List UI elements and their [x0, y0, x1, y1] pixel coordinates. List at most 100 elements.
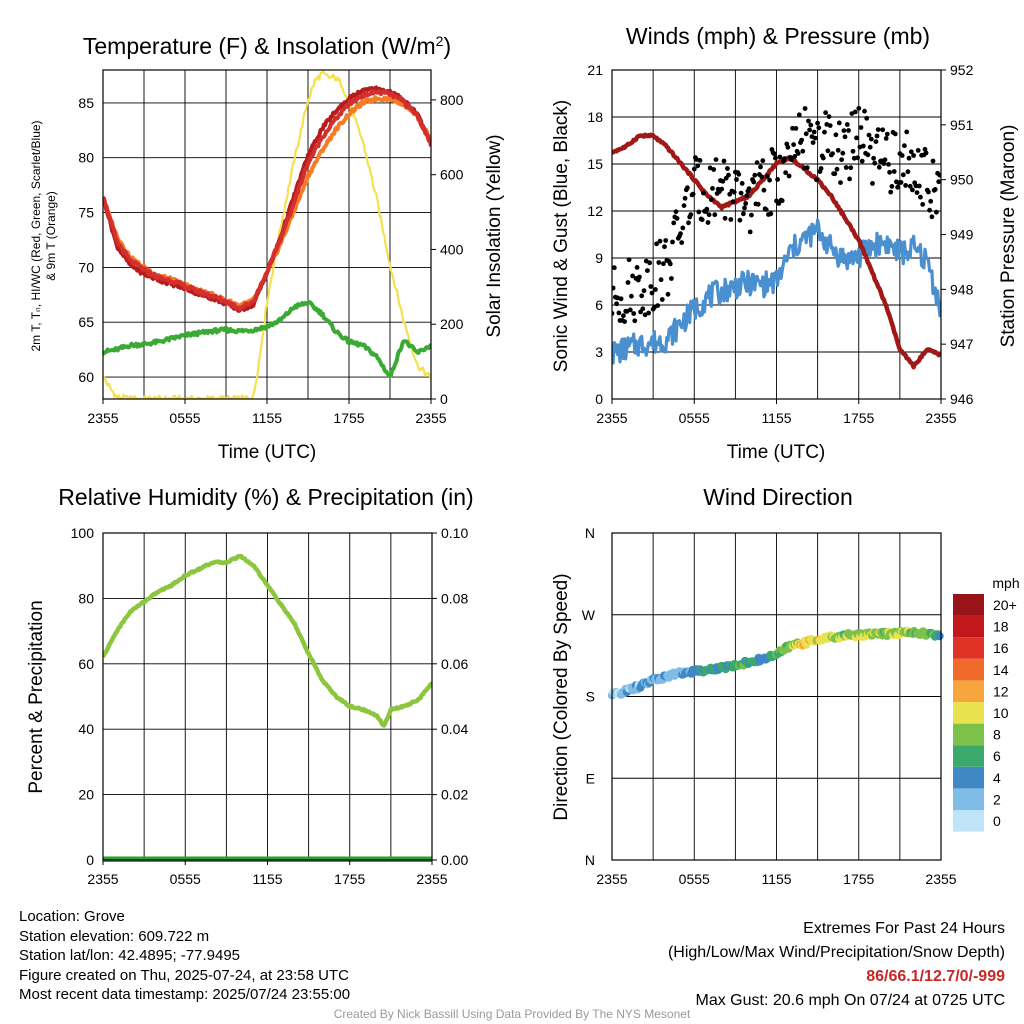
x-tick-label: 0555	[169, 410, 200, 426]
gust-point	[823, 110, 828, 116]
gust-point	[785, 144, 791, 150]
extremes-values: 86/66.1/12.7/0/-999	[866, 968, 1005, 985]
y2-tick-label: 0.00	[441, 852, 468, 868]
gust-point	[936, 179, 941, 185]
y2-tick-label: 951	[950, 117, 974, 133]
y2-tick-label: 0	[440, 391, 448, 407]
direction-y-axis-label: Direction (Colored By Speed)	[551, 573, 572, 820]
x-tick-label: 1155	[761, 871, 791, 887]
y-tick-label: 75	[78, 205, 94, 221]
gust-point	[662, 244, 667, 250]
x-tick-label: 2355	[416, 871, 447, 887]
gust-point	[752, 172, 758, 178]
extremes-summary: Extremes For Past 24 Hours (High/Low/Max…	[668, 917, 1005, 1013]
direction-plot-frame	[611, 532, 942, 861]
y-tick-label: 21	[587, 62, 603, 78]
colorbar-swatch	[953, 788, 984, 810]
gust-point	[911, 153, 916, 158]
gust-point	[848, 165, 854, 171]
gust-point	[669, 276, 674, 281]
gust-point	[728, 217, 734, 222]
gust-point	[678, 231, 683, 237]
extremes-subtitle: (High/Low/Max Wind/Precipitation/Snow De…	[667, 944, 1005, 961]
gust-point	[822, 129, 827, 135]
gust-point	[709, 197, 714, 203]
colorbar-swatch	[953, 702, 984, 724]
gust-point	[815, 120, 820, 126]
gust-point	[777, 154, 783, 160]
x-tick-label: 1755	[843, 871, 874, 887]
gust-point	[804, 165, 810, 171]
gust-point	[929, 214, 935, 220]
gust-point	[887, 169, 892, 175]
colorbar-swatch	[953, 810, 984, 832]
gust-point	[657, 238, 663, 244]
colorbar-swatch	[953, 637, 984, 659]
gust-point	[738, 190, 744, 196]
y-tick-label: E	[586, 770, 595, 786]
gust-point	[699, 217, 705, 223]
gust-point	[793, 125, 799, 131]
gust-point	[725, 166, 730, 171]
direction-panel-title: Wind Direction	[703, 484, 853, 510]
gust-point	[737, 217, 743, 223]
gust-point	[741, 211, 746, 217]
gust-point	[937, 172, 941, 178]
credit-line: Created By Nick Bassill Using Data Provi…	[333, 1007, 691, 1021]
colorbar-label: 10	[993, 705, 1009, 721]
gust-point	[825, 148, 831, 154]
temperature-y-axis-label-line1: 2m T, Tₙ, HI/WC (Red, Green, Scarlet/Blu…	[29, 120, 43, 351]
gust-point	[864, 115, 870, 121]
x-tick-label: 2355	[415, 410, 446, 426]
y-tick-label: 0	[86, 852, 94, 868]
wind-panel: Winds (mph) & Pressure (mb) 2355 0555 1155…	[551, 23, 1019, 463]
colorbar-label: 18	[993, 619, 1009, 635]
gust-point	[806, 118, 811, 124]
x-tick-label: 2355	[596, 410, 627, 426]
gust-point	[792, 154, 798, 159]
max-gust: Max Gust: 20.6 mph On 07/24 at 0725 UTC	[695, 992, 1006, 1009]
x-tick-label: 0555	[679, 871, 710, 887]
gust-point	[872, 160, 878, 166]
direction-panel: Wind Direction 2355 0555 1155 1755 2355NESWN…	[551, 484, 1020, 887]
gust-point	[681, 203, 687, 209]
gust-point	[884, 131, 890, 137]
temperature-x-axis-label: Time (UTC)	[218, 442, 317, 463]
gust-point	[888, 189, 894, 195]
gust-point	[746, 186, 752, 192]
gust-point	[743, 201, 749, 206]
gust-point	[621, 313, 626, 319]
gust-point	[915, 148, 921, 153]
gust-point	[928, 198, 934, 204]
gust-point	[665, 291, 671, 297]
colorbar-label: 2	[993, 791, 1001, 807]
gust-point	[834, 166, 840, 172]
gust-point	[686, 220, 691, 226]
gust-point	[889, 184, 895, 189]
gust-point	[891, 169, 897, 174]
y2-tick-label: 0.10	[441, 525, 468, 541]
gust-point	[736, 171, 742, 177]
y2-tick-label: 400	[440, 241, 464, 257]
gust-point	[719, 186, 725, 192]
colorbar-label: 14	[993, 662, 1009, 678]
gust-point	[900, 172, 906, 178]
gust-point	[807, 127, 812, 133]
gust-point	[655, 303, 661, 308]
gust-point	[786, 173, 792, 179]
gust-point	[749, 212, 754, 218]
y2-tick-label: 946	[950, 391, 974, 407]
figure-created: Figure created on Thu, 2025-07-24, at 23…	[19, 966, 349, 984]
wind-x-axis-label: Time (UTC)	[727, 442, 826, 463]
gust-point	[796, 112, 802, 118]
x-tick-label: 2355	[925, 410, 956, 426]
y2-tick-label: 200	[440, 316, 464, 332]
gust-point	[631, 311, 637, 316]
gust-point	[790, 125, 795, 131]
gust-point	[626, 257, 632, 263]
gust-point	[866, 132, 872, 138]
gust-point	[847, 176, 852, 182]
gust-point	[816, 125, 822, 131]
gust-point	[846, 128, 851, 133]
